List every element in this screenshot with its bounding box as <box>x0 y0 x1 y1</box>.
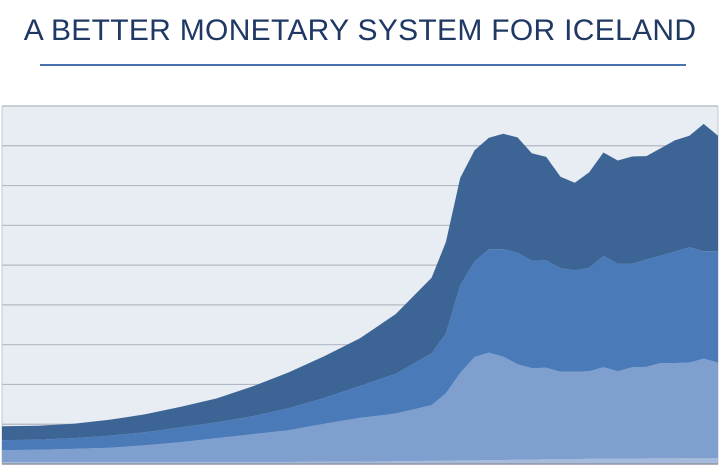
area-series-top <box>2 123 718 441</box>
area-series-lower <box>2 352 718 462</box>
area-series-group <box>2 123 718 464</box>
stacked-area-chart <box>1 105 719 465</box>
title-divider <box>40 64 686 66</box>
page-title: A BETTER MONETARY SYSTEM FOR ICELAND <box>23 14 697 47</box>
area-series-bottom <box>2 458 718 464</box>
area-series-middle <box>2 247 718 451</box>
